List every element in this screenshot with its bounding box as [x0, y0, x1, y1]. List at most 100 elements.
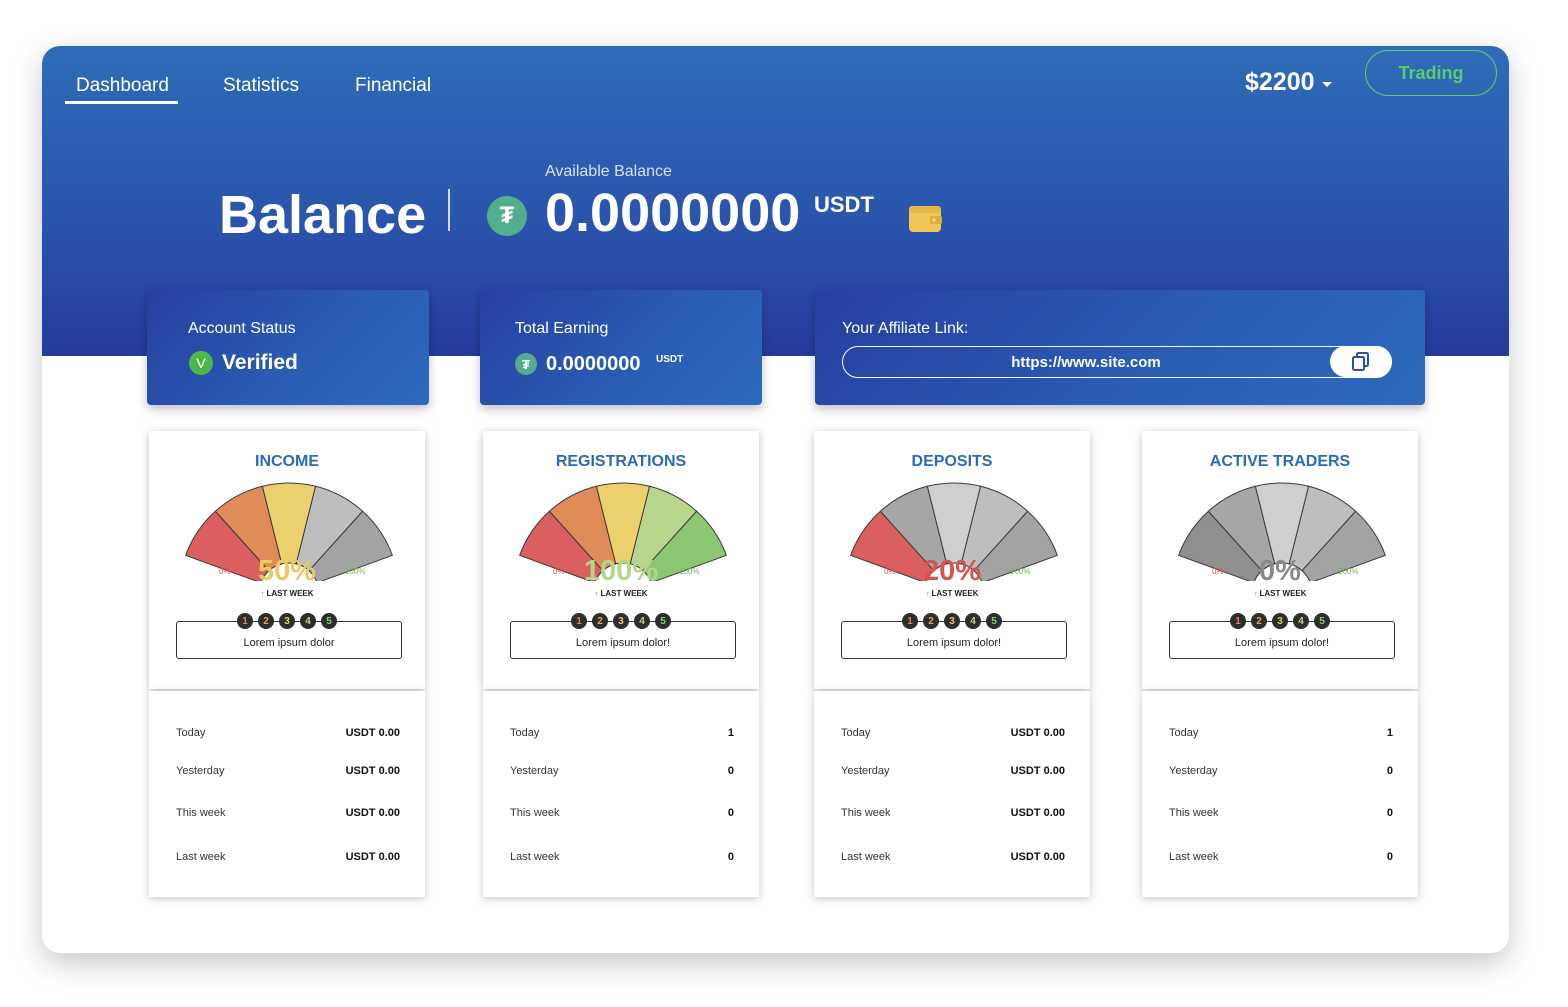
- stats-row-label: Last week: [510, 851, 560, 863]
- stats-row-label: Today: [1169, 727, 1199, 739]
- arrow-up-icon: ↑: [260, 589, 265, 598]
- stats-row: This week 0: [510, 807, 734, 821]
- step-dot-5[interactable]: 5: [321, 613, 337, 629]
- affiliate-link-card: Your Affiliate Link: https://www.site.co…: [815, 290, 1425, 405]
- stats-row-label: Last week: [841, 851, 891, 863]
- stats-row: Today 1: [1169, 727, 1393, 741]
- dashboard-window: Dashboard Statistics Financial $2200 Tra…: [42, 46, 1509, 953]
- stats-row: Yesterday USDT 0.00: [841, 765, 1065, 779]
- copy-icon[interactable]: [1330, 346, 1392, 377]
- gauge-note-text: Lorem ipsum dolor!: [1234, 637, 1330, 649]
- step-dot-5[interactable]: 5: [986, 613, 1002, 629]
- step-dot-3[interactable]: 3: [613, 613, 629, 629]
- step-dot-3[interactable]: 3: [279, 613, 295, 629]
- step-dot-3[interactable]: 3: [944, 613, 960, 629]
- tether-coin-icon: ₮: [487, 196, 527, 236]
- gauge-meter: [518, 482, 728, 581]
- active-traders-stats-card: Today 1 Yesterday 0 This week 0 Last week 0: [1142, 691, 1418, 897]
- active-traders-gauge-card: ACTIVE TRADERS 0% 100% 0% ↑ LAST WEEK Lorem ip…: [1142, 431, 1418, 689]
- total-earning-label: Total Earning: [515, 320, 609, 337]
- step-dot-2[interactable]: 2: [923, 613, 939, 629]
- stats-row-label: Last week: [176, 851, 226, 863]
- total-earning-card: Total Earning ₮ 0.0000000 USDT: [480, 290, 762, 405]
- balance-title: Balance: [219, 185, 427, 245]
- stats-row-value: 0: [1386, 765, 1393, 777]
- last-week-label: LAST WEEK: [266, 589, 314, 598]
- stats-row-label: Yesterday: [841, 765, 890, 777]
- arrow-up-icon: ↑: [1253, 589, 1258, 598]
- gauge-min-label: 0%: [553, 567, 565, 576]
- trading-button[interactable]: Trading: [1365, 50, 1497, 96]
- total-earning-unit: USDT: [656, 354, 684, 365]
- stats-row-label: Last week: [1169, 851, 1219, 863]
- gauge-max-label: 100%: [679, 567, 700, 576]
- step-dot-2[interactable]: 2: [258, 613, 274, 629]
- gauge-title: ACTIVE TRADERS: [1209, 453, 1351, 470]
- gauge-hub: [261, 562, 317, 581]
- stats-row: This week USDT 0.00: [841, 807, 1065, 821]
- stats-row: Last week 0: [510, 851, 734, 865]
- gauge-note-text: Lorem ipsum dolor!: [575, 637, 671, 649]
- last-week-caption: ↑ LAST WEEK: [149, 589, 425, 598]
- stats-row-label: Today: [841, 727, 871, 739]
- wallet-icon[interactable]: [908, 204, 944, 239]
- stats-row-label: This week: [176, 807, 226, 819]
- affiliate-label: Your Affiliate Link:: [842, 320, 969, 337]
- registrations-gauge-card: REGISTRATIONS 0% 100% 100% ↑ LAST WEEK Lorem i…: [483, 431, 759, 689]
- step-dot-1[interactable]: 1: [1230, 613, 1246, 629]
- last-week-caption: ↑ LAST WEEK: [1142, 589, 1418, 598]
- gauge-meter: [849, 482, 1059, 581]
- step-dot-4[interactable]: 4: [1293, 613, 1309, 629]
- gauge-hub: [1254, 562, 1310, 581]
- stats-row-label: Yesterday: [176, 765, 225, 777]
- stats-row: Today USDT 0.00: [841, 727, 1065, 741]
- stats-row: Yesterday 0: [1169, 765, 1393, 779]
- last-week-label: LAST WEEK: [1259, 589, 1307, 598]
- stats-row-value: 1: [1386, 727, 1393, 739]
- step-dot-4[interactable]: 4: [300, 613, 316, 629]
- step-dot-4[interactable]: 4: [634, 613, 650, 629]
- nav-tab-dashboard[interactable]: Dashboard: [65, 68, 178, 104]
- available-balance-unit: USDT: [814, 192, 874, 217]
- stats-row-label: This week: [1169, 807, 1219, 819]
- available-balance-value: 0.0000000: [545, 183, 801, 243]
- step-dot-2[interactable]: 2: [1251, 613, 1267, 629]
- stats-row-label: Yesterday: [510, 765, 559, 777]
- last-week-label: LAST WEEK: [931, 589, 979, 598]
- gauge-min-label: 0%: [219, 567, 231, 576]
- available-balance-label: Available Balance: [545, 163, 672, 180]
- stats-row: Today 1: [510, 727, 734, 741]
- step-dot-1[interactable]: 1: [902, 613, 918, 629]
- step-dot-4[interactable]: 4: [965, 613, 981, 629]
- account-status-label: Account Status: [188, 320, 296, 337]
- gauge-max-label: 100%: [345, 567, 366, 576]
- tether-coin-icon: ₮: [515, 353, 537, 375]
- step-dot-2[interactable]: 2: [592, 613, 608, 629]
- affiliate-link-field[interactable]: https://www.site.com: [842, 346, 1392, 378]
- gauge-percent: 50%: [257, 555, 317, 587]
- stats-row-value: USDT 0.00: [345, 807, 400, 819]
- step-dot-1[interactable]: 1: [571, 613, 587, 629]
- step-dot-3[interactable]: 3: [1272, 613, 1288, 629]
- step-dot-5[interactable]: 5: [1314, 613, 1330, 629]
- step-dot-1[interactable]: 1: [237, 613, 253, 629]
- nav-tab-financial[interactable]: Financial: [355, 75, 432, 96]
- stats-row-value: USDT 0.00: [345, 727, 400, 739]
- account-amount: $2200: [1245, 68, 1315, 96]
- step-dot-5[interactable]: 5: [655, 613, 671, 629]
- gauge-title: REGISTRATIONS: [555, 453, 687, 470]
- gauge-hub: [926, 562, 982, 581]
- stats-row-label: Today: [510, 727, 540, 739]
- account-amount-dropdown[interactable]: $2200: [1245, 68, 1332, 97]
- stats-row: Yesterday USDT 0.00: [176, 765, 400, 779]
- stats-row-value: 0: [727, 765, 734, 777]
- last-week-label: LAST WEEK: [600, 589, 648, 598]
- verified-badge-icon: V: [189, 351, 213, 375]
- stats-row-value: USDT 0.00: [345, 851, 400, 863]
- gauge-max-label: 100%: [1338, 567, 1359, 576]
- nav-tab-statistics[interactable]: Statistics: [223, 75, 300, 96]
